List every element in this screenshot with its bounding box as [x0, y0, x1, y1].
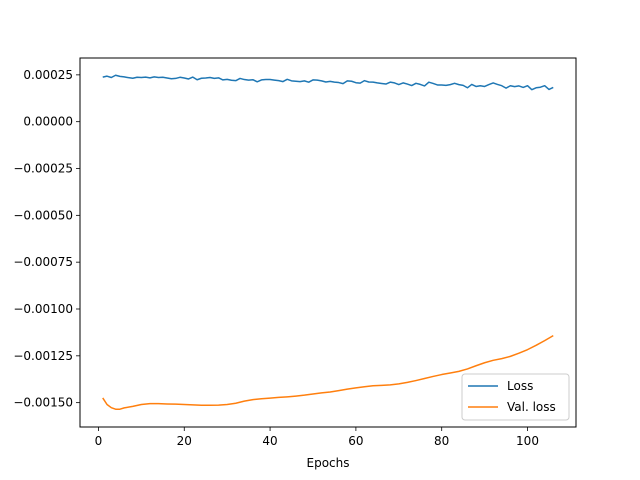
series-line-loss: [102, 74, 554, 91]
y-tick-label: −0.00100: [13, 302, 73, 316]
y-tick-label: −0.00075: [13, 255, 73, 269]
plot-frame: [79, 57, 577, 428]
x-axis-title: Epochs: [307, 456, 350, 470]
legend-label-loss: Loss: [507, 379, 533, 393]
y-axis: 0.00025 0.00000 −0.00025 −0.00050 −0.00075 −0…: [13, 68, 80, 410]
x-tick-label: 60: [348, 434, 363, 448]
x-tick-label: 40: [262, 434, 277, 448]
x-tick-label: 100: [516, 434, 539, 448]
y-tick-label: 0.00000: [23, 115, 73, 129]
series-line-val-loss: [102, 334, 554, 410]
series-layer: [102, 74, 554, 410]
y-tick-label: −0.00150: [13, 396, 73, 410]
x-tick-label: 0: [95, 434, 103, 448]
y-tick-label: −0.00025: [13, 162, 73, 176]
x-axis: 0 20 40 60 80 100: [95, 427, 539, 448]
y-tick-label: 0.00025: [23, 68, 73, 82]
legend-label-val-loss: Val. loss: [507, 400, 556, 414]
y-tick-label: −0.00050: [13, 208, 73, 222]
x-tick-label: 20: [177, 434, 192, 448]
y-tick-label: −0.00125: [13, 349, 73, 363]
x-tick-label: 80: [434, 434, 449, 448]
legend: Loss Val. loss: [461, 373, 570, 421]
